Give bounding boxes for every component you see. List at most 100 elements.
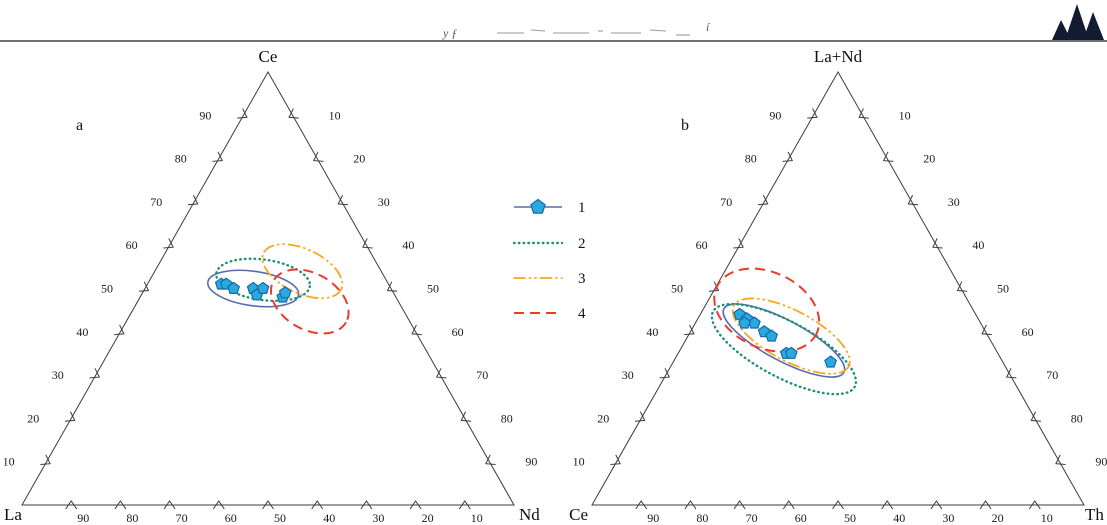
- field-ellipse-4: [713, 267, 821, 353]
- header-text-fragment-right: í: [706, 20, 711, 34]
- axis-tick: [932, 238, 943, 249]
- legend: 1 2 3 4: [512, 198, 586, 322]
- axis-tick-label: 60: [795, 511, 807, 525]
- legend-item-label: 1: [578, 200, 586, 216]
- field-ellipse-3: [731, 297, 851, 375]
- axis-tick-label: 30: [948, 195, 960, 209]
- axis-tick: [956, 281, 968, 292]
- panel-letter-b: b: [681, 117, 689, 134]
- axis-tick: [337, 194, 349, 206]
- data-point-pentagon: [784, 346, 798, 359]
- axis-tick: [1030, 411, 1042, 422]
- field-ellipse-2: [710, 302, 858, 396]
- axis-tick-label: 30: [622, 368, 634, 382]
- axis-tick-label: 50: [844, 511, 856, 525]
- axis-tick: [386, 281, 398, 292]
- axis-tick: [1055, 454, 1066, 465]
- axis-tick: [733, 500, 746, 510]
- axis-tick-label: 70: [1046, 368, 1058, 382]
- axis-tick: [312, 151, 324, 162]
- field-ellipse-2: [215, 257, 312, 303]
- axis-tick-label: 20: [923, 152, 935, 166]
- triangle-frame: [21, 70, 515, 506]
- axis-tick: [138, 281, 150, 292]
- axis-tick: [435, 368, 447, 379]
- axis-tick-label: 50: [427, 282, 439, 296]
- axis-tick-label: 10: [329, 108, 341, 122]
- field-ellipse-3: [261, 243, 344, 300]
- axis-tick: [1028, 500, 1041, 510]
- field-ellipse-1: [206, 269, 300, 308]
- axis-tick-label: 80: [175, 152, 187, 166]
- axis-tick: [635, 500, 648, 510]
- axis-tick-label: 90: [199, 108, 211, 122]
- axis-tick-label: 20: [422, 511, 434, 525]
- axis-tick: [610, 454, 621, 465]
- axis-tick-label: 80: [1071, 411, 1083, 425]
- vertex-label-b-right: Th: [1085, 505, 1104, 524]
- data-point-pentagon: [278, 286, 292, 299]
- vertex-label-a-right: Nd: [519, 505, 540, 524]
- data-point-pentagon: [765, 329, 779, 342]
- axis-tick: [288, 108, 299, 119]
- axis-tick-label: 10: [899, 108, 911, 122]
- axis-tick: [89, 368, 101, 379]
- axis-tick: [634, 411, 646, 422]
- axis-tick: [362, 238, 373, 249]
- axis-tick-label: 80: [745, 152, 757, 166]
- axis-tick: [979, 500, 992, 510]
- axis-tick: [460, 411, 472, 422]
- axis-tick-label: 40: [323, 511, 335, 525]
- legend-item-label: 3: [578, 271, 586, 287]
- data-point-pentagon: [256, 281, 270, 294]
- axis-tick: [65, 500, 78, 510]
- axis-tick: [411, 324, 422, 336]
- axis-tick-label: 60: [1022, 325, 1034, 339]
- crystal-shard-left-icon: [1052, 20, 1071, 40]
- axis-tick-label: 10: [471, 511, 483, 525]
- header-illegible-marks: [497, 29, 690, 36]
- axis-tick-label: 60: [452, 325, 464, 339]
- data-point-pentagon: [824, 355, 838, 368]
- axis-tick-label: 70: [176, 511, 188, 525]
- axis-tick: [807, 108, 818, 119]
- axis-tick: [64, 411, 76, 422]
- axis-tick-label: 70: [720, 195, 732, 209]
- axis-tick-label: 40: [646, 325, 658, 339]
- axis-tick: [262, 500, 274, 510]
- axis-tick-label: 70: [150, 195, 162, 209]
- axis-tick-label: 80: [126, 511, 138, 525]
- axis-tick-label: 40: [76, 325, 88, 339]
- axis-tick-label: 30: [942, 511, 954, 525]
- axis-tick: [163, 500, 176, 510]
- axis-tick: [782, 500, 795, 510]
- axis-tick: [733, 238, 744, 249]
- axis-tick: [858, 108, 869, 119]
- axis-tick-label: 60: [696, 238, 708, 252]
- axis-tick: [40, 454, 51, 465]
- data-point-pentagon: [227, 281, 241, 294]
- panel-letter-a: a: [76, 117, 83, 134]
- axis-tick: [782, 151, 794, 162]
- axis-tick-label: 80: [696, 511, 708, 525]
- axis-tick-label: 50: [997, 282, 1009, 296]
- axis-tick: [114, 500, 127, 510]
- axis-tick-label: 50: [274, 511, 286, 525]
- axis-tick: [684, 500, 697, 510]
- axis-tick: [311, 500, 324, 510]
- ternary-plot-a: 10 20 30 40 50 60 70 80 90 10 20 30 40 50 60 70 80 90 10 20…: [3, 70, 537, 525]
- vertex-label-b-left: Ce: [569, 505, 588, 524]
- axis-tick-label: 90: [77, 511, 89, 525]
- axis-tick-label: 20: [353, 152, 365, 166]
- vertex-label-a-top: Ce: [259, 47, 278, 66]
- axis-tick: [708, 281, 720, 292]
- axis-tick-label: 70: [746, 511, 758, 525]
- axis-tick: [981, 324, 992, 336]
- axis-tick: [458, 500, 471, 510]
- legend-marker-pentagon: [530, 198, 546, 214]
- axis-tick: [881, 500, 894, 510]
- crystal-shard-right-icon: [1083, 12, 1104, 40]
- axis-tick: [832, 500, 844, 510]
